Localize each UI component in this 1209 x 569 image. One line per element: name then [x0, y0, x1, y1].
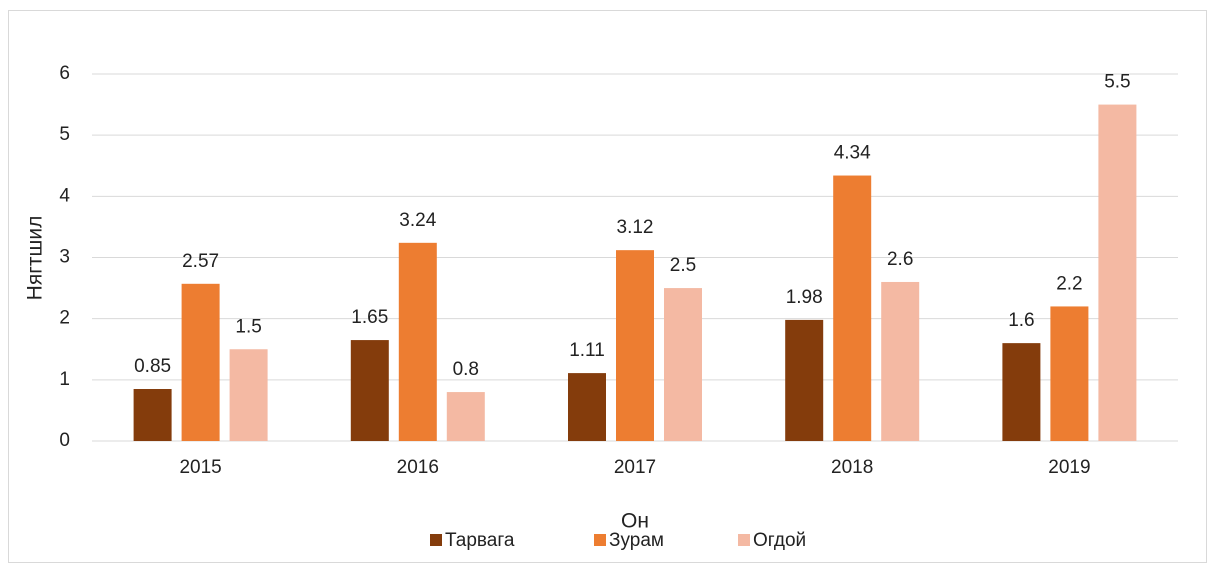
data-label: 4.34 [834, 143, 871, 164]
data-label: 2.6 [887, 249, 913, 270]
data-label: 1.11 [569, 340, 605, 361]
x-tick-label: 2015 [179, 457, 221, 478]
legend-swatch [430, 534, 442, 546]
data-label: 3.12 [617, 217, 654, 238]
bar [1050, 306, 1089, 441]
legend-label: Огдой [753, 530, 806, 551]
legend-label: Тарвага [445, 530, 515, 551]
bar [229, 349, 268, 441]
bar [664, 288, 702, 441]
bar [881, 281, 920, 441]
y-tick-label: 1 [59, 369, 70, 390]
legend-label: Зурам [609, 530, 664, 551]
data-label: 5.5 [1104, 72, 1130, 93]
data-label: 1.98 [786, 287, 823, 308]
bar [616, 250, 654, 441]
bar [398, 242, 437, 441]
data-label: 1.6 [1008, 310, 1034, 331]
bar [133, 389, 172, 441]
y-tick-label: 4 [59, 185, 70, 206]
data-label: 0.85 [134, 356, 171, 377]
x-axis-label: Он [621, 510, 649, 533]
data-label: 2.5 [670, 255, 696, 276]
bar [568, 373, 606, 441]
bar [446, 392, 485, 441]
data-label: 2.2 [1056, 273, 1082, 294]
y-tick-label: 3 [59, 247, 70, 268]
x-tick-label: 2017 [614, 457, 656, 478]
data-label: 1.5 [235, 316, 261, 337]
data-label: 1.65 [351, 307, 388, 328]
data-label: 0.8 [453, 359, 479, 380]
y-tick-label: 5 [59, 124, 70, 145]
y-axis-label: Нягтшил [24, 216, 47, 301]
bar [181, 283, 220, 441]
data-label: 3.24 [399, 210, 436, 231]
bar [785, 319, 824, 441]
legend-swatch [594, 534, 606, 546]
x-tick-label: 2019 [1048, 457, 1090, 478]
bar [1098, 104, 1137, 441]
bar [833, 175, 872, 441]
y-tick-label: 6 [59, 63, 70, 84]
y-tick-label: 2 [59, 308, 70, 329]
bar [1002, 343, 1041, 441]
x-tick-label: 2016 [397, 457, 439, 478]
x-tick-label: 2018 [831, 457, 873, 478]
data-label: 2.57 [182, 251, 219, 272]
y-tick-label: 0 [59, 430, 70, 451]
legend-swatch [738, 534, 750, 546]
bar [350, 340, 389, 441]
